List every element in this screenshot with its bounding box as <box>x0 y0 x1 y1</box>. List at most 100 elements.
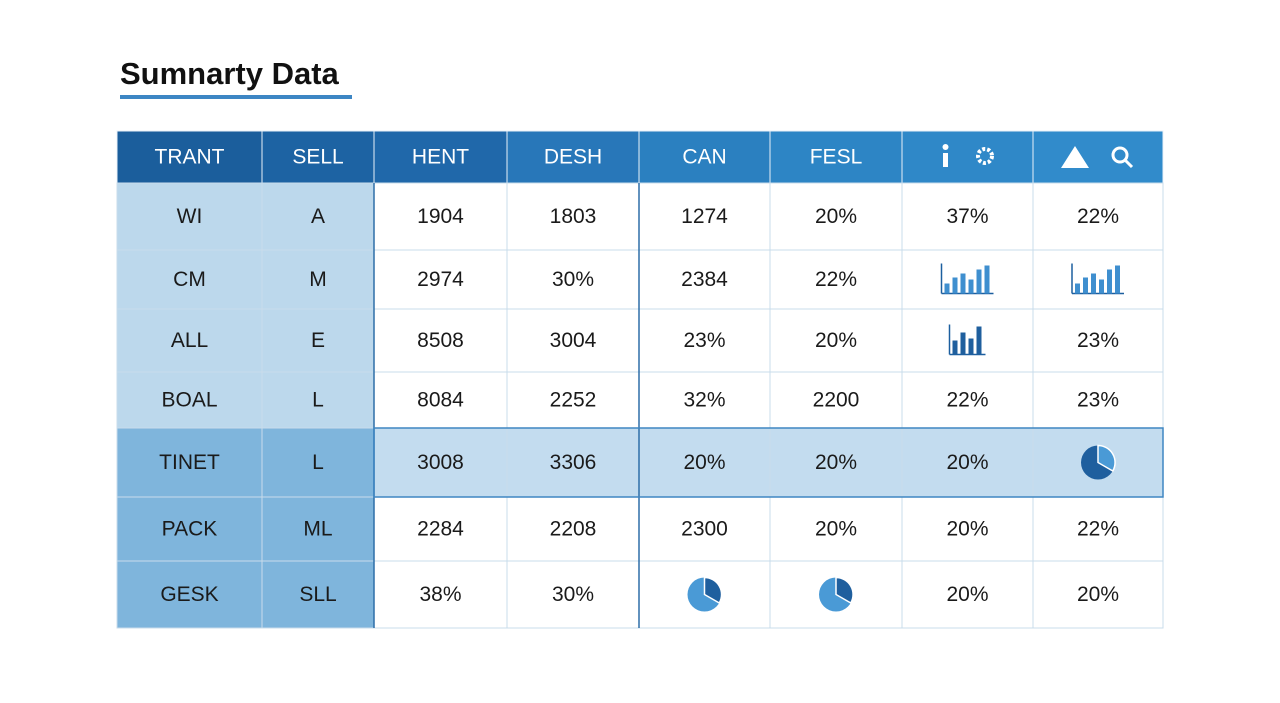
icon-wedge <box>835 576 854 605</box>
table-cell <box>506 182 640 251</box>
page-title: Sumnarty Data <box>120 56 340 91</box>
cell-value: 22% <box>1077 518 1119 541</box>
table-cell <box>638 371 771 429</box>
cell-value: 20% <box>815 518 857 541</box>
icon-bar <box>944 283 950 294</box>
row-label: SLL <box>299 583 336 606</box>
header-cell <box>261 130 375 184</box>
header-cell <box>769 130 903 184</box>
cell-value: 1904 <box>417 205 464 228</box>
row-label: WI <box>177 205 203 228</box>
mini-bar-chart-icon <box>940 263 994 295</box>
cell-value: 20% <box>683 451 725 474</box>
row-label: L <box>312 389 324 412</box>
header-label: DESH <box>544 146 602 169</box>
cell-value: 20% <box>946 451 988 474</box>
icon-bar <box>968 338 974 355</box>
cell-value: 2252 <box>550 389 597 412</box>
table-cell <box>261 182 375 251</box>
row-label: CM <box>173 268 206 291</box>
icon-bar <box>1115 265 1120 294</box>
cell-value: 23% <box>1077 329 1119 352</box>
person-icon <box>1061 146 1089 168</box>
table-cell <box>769 182 903 251</box>
table-cell <box>116 427 263 498</box>
table-cell <box>373 560 508 629</box>
table-cell <box>638 182 771 251</box>
search-handle <box>1123 158 1134 169</box>
cell-value: 8084 <box>417 389 464 412</box>
cell-value: 30% <box>552 268 594 291</box>
table-cell <box>769 308 903 373</box>
cell-value: 20% <box>815 329 857 352</box>
icon-bar <box>1099 279 1104 294</box>
cell-value: 2200 <box>813 389 860 412</box>
icon-bar <box>960 273 966 294</box>
table-cell <box>261 249 375 310</box>
table-cell <box>506 249 640 310</box>
icon-wedge <box>1097 444 1116 473</box>
cell-value: 30% <box>552 583 594 606</box>
header-cell <box>638 130 771 184</box>
row-label: ML <box>303 518 332 541</box>
row-label: BOAL <box>161 389 217 412</box>
cell-value: 22% <box>815 268 857 291</box>
table-cell <box>1032 182 1164 251</box>
header-cell <box>116 130 263 184</box>
row-label: L <box>312 451 324 474</box>
row-label: M <box>309 268 327 291</box>
table-cell <box>116 308 263 373</box>
icon-bar <box>1075 283 1080 294</box>
header-label: HENT <box>412 146 469 169</box>
info-dot <box>942 144 949 150</box>
highlight-row-border <box>373 427 1164 498</box>
cell-value: 2208 <box>550 518 597 541</box>
icon-bar <box>1083 277 1088 294</box>
icon-bar <box>976 269 982 294</box>
header-cell <box>1032 130 1164 184</box>
icon-bar <box>952 277 958 294</box>
table-cell <box>638 249 771 310</box>
table-cell <box>638 308 771 373</box>
row-label: A <box>311 205 325 228</box>
table-cell <box>506 308 640 373</box>
table-cell <box>261 496 375 562</box>
cell-value: 22% <box>946 389 988 412</box>
cell-value: 23% <box>683 329 725 352</box>
cell-value: 38% <box>419 583 461 606</box>
cell-value: 20% <box>946 583 988 606</box>
mini-pie-icon <box>819 576 854 612</box>
header-cell <box>506 130 640 184</box>
header-cell <box>901 130 1034 184</box>
table-cell <box>373 249 508 310</box>
table-cell <box>901 249 1034 310</box>
cell-value: 2284 <box>417 518 464 541</box>
search-icon <box>1111 146 1129 164</box>
header-label: FESL <box>810 146 863 169</box>
cell-value: 1803 <box>550 205 597 228</box>
table-cell <box>638 496 771 562</box>
table-cell <box>1032 371 1164 429</box>
row-label: ALL <box>171 329 208 352</box>
header-icons <box>942 144 1134 169</box>
header-label: TRANT <box>155 146 225 169</box>
table-cell <box>1032 249 1164 310</box>
header-cell <box>373 130 508 184</box>
icon-bar <box>984 265 990 294</box>
mini-bar-chart-icon <box>948 324 986 356</box>
icon-bar <box>952 340 958 355</box>
cell-value: 2974 <box>417 268 464 291</box>
table-cell <box>506 371 640 429</box>
header-label: CAN <box>682 146 726 169</box>
table-cell <box>1032 496 1164 562</box>
table-cell <box>1032 308 1164 373</box>
cell-value: 3306 <box>550 451 597 474</box>
table-cell <box>261 308 375 373</box>
mini-pie-icon <box>687 576 723 612</box>
table-cell <box>769 249 903 310</box>
icon-bar <box>960 332 966 355</box>
mini-pie-icon <box>1081 444 1116 480</box>
table-cell <box>901 496 1034 562</box>
row-label: TINET <box>159 451 220 474</box>
